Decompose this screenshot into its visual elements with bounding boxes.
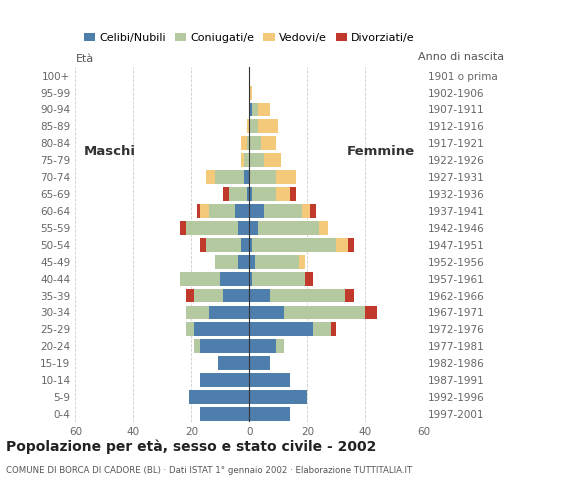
Bar — [223, 187, 229, 201]
Bar — [235, 204, 249, 218]
Bar — [215, 255, 238, 269]
Bar — [258, 221, 319, 235]
Bar — [249, 339, 276, 353]
Bar — [270, 288, 345, 302]
Bar — [252, 272, 304, 286]
Bar — [348, 238, 354, 252]
Bar — [209, 204, 235, 218]
Bar — [206, 170, 215, 184]
Bar — [264, 153, 281, 167]
Bar — [249, 221, 258, 235]
Bar — [200, 238, 206, 252]
Bar — [249, 390, 307, 404]
Bar — [241, 238, 249, 252]
Bar — [241, 136, 246, 150]
Bar — [194, 323, 249, 336]
Bar — [261, 136, 276, 150]
Bar — [336, 238, 348, 252]
Bar — [200, 407, 249, 421]
Bar — [215, 170, 244, 184]
Bar — [249, 238, 252, 252]
Bar — [244, 170, 249, 184]
Text: Femmine: Femmine — [347, 145, 415, 158]
Bar — [304, 272, 313, 286]
Bar — [194, 288, 223, 302]
Bar — [209, 306, 249, 319]
Text: COMUNE DI BORCA DI CADORE (BL) · Dati ISTAT 1° gennaio 2002 · Elaborazione TUTTI: COMUNE DI BORCA DI CADORE (BL) · Dati IS… — [6, 466, 412, 475]
Bar — [200, 339, 249, 353]
Bar — [186, 221, 238, 235]
Bar — [249, 153, 264, 167]
Bar — [180, 272, 220, 286]
Bar — [180, 221, 186, 235]
Bar — [319, 221, 328, 235]
Bar — [249, 187, 252, 201]
Bar — [255, 255, 299, 269]
Bar — [244, 153, 249, 167]
Bar — [249, 356, 270, 370]
Bar — [249, 373, 290, 387]
Bar — [194, 339, 200, 353]
Bar — [249, 136, 261, 150]
Bar — [200, 204, 209, 218]
Bar — [249, 272, 252, 286]
Bar — [246, 136, 249, 150]
Bar — [188, 390, 249, 404]
Bar — [246, 187, 249, 201]
Bar — [218, 356, 249, 370]
Bar — [365, 306, 377, 319]
Bar — [200, 373, 249, 387]
Text: Anno di nascita: Anno di nascita — [419, 52, 505, 62]
Bar — [241, 153, 244, 167]
Bar — [302, 204, 310, 218]
Bar — [249, 85, 252, 99]
Bar — [246, 120, 249, 133]
Bar — [238, 221, 249, 235]
Bar — [249, 306, 284, 319]
Bar — [249, 407, 290, 421]
Bar — [197, 204, 200, 218]
Bar — [252, 187, 276, 201]
Bar — [276, 170, 296, 184]
Text: Popolazione per età, sesso e stato civile - 2002: Popolazione per età, sesso e stato civil… — [6, 439, 376, 454]
Bar — [284, 306, 365, 319]
Bar — [186, 306, 209, 319]
Bar — [276, 339, 284, 353]
Bar — [331, 323, 336, 336]
Bar — [229, 187, 246, 201]
Bar — [220, 272, 249, 286]
Bar — [290, 187, 296, 201]
Bar — [264, 204, 302, 218]
Bar — [345, 288, 354, 302]
Bar — [249, 323, 313, 336]
Bar — [258, 120, 278, 133]
Bar — [186, 288, 194, 302]
Bar — [276, 187, 290, 201]
Bar — [249, 288, 270, 302]
Text: Maschi: Maschi — [84, 145, 136, 158]
Bar — [238, 255, 249, 269]
Bar — [249, 120, 258, 133]
Bar — [249, 255, 255, 269]
Text: Età: Età — [75, 54, 93, 64]
Bar — [310, 204, 316, 218]
Bar — [223, 288, 249, 302]
Bar — [258, 103, 270, 117]
Bar — [313, 323, 331, 336]
Bar — [299, 255, 304, 269]
Bar — [186, 323, 194, 336]
Bar — [206, 238, 241, 252]
Bar — [249, 103, 252, 117]
Bar — [249, 204, 264, 218]
Legend: Celibi/Nubili, Coniugati/e, Vedovi/e, Divorziati/e: Celibi/Nubili, Coniugati/e, Vedovi/e, Di… — [79, 28, 419, 48]
Bar — [252, 103, 258, 117]
Bar — [252, 238, 336, 252]
Bar — [249, 170, 276, 184]
